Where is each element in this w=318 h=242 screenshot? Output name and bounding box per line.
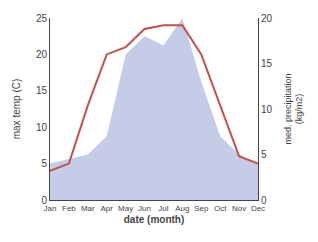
svg-text:Dec: Dec <box>251 204 265 213</box>
svg-text:15: 15 <box>36 85 48 96</box>
svg-text:Jul: Jul <box>158 204 168 213</box>
svg-text:May: May <box>118 204 133 213</box>
svg-text:Feb: Feb <box>62 204 76 213</box>
svg-text:0: 0 <box>261 195 267 206</box>
svg-text:Apr: Apr <box>101 204 114 213</box>
svg-text:Mar: Mar <box>81 204 95 213</box>
svg-text:25: 25 <box>36 13 48 24</box>
svg-text:Jan: Jan <box>44 204 57 213</box>
svg-text:20: 20 <box>36 49 48 60</box>
svg-text:15: 15 <box>261 58 273 69</box>
svg-text:date (month): date (month) <box>124 214 185 225</box>
svg-text:Nov: Nov <box>232 204 246 213</box>
svg-text:5: 5 <box>41 158 47 169</box>
svg-text:10: 10 <box>36 122 48 133</box>
svg-text:Aug: Aug <box>175 204 189 213</box>
svg-text:0: 0 <box>41 195 47 206</box>
svg-text:Sep: Sep <box>194 204 209 213</box>
svg-text:med. precipitation(kg/m2): med. precipitation(kg/m2) <box>283 73 305 144</box>
svg-text:20: 20 <box>261 13 273 24</box>
svg-text:5: 5 <box>261 149 267 160</box>
svg-text:10: 10 <box>261 104 273 115</box>
svg-text:max temp (C): max temp (C) <box>11 79 22 140</box>
svg-text:Oct: Oct <box>214 204 227 213</box>
svg-text:Jun: Jun <box>138 204 151 213</box>
